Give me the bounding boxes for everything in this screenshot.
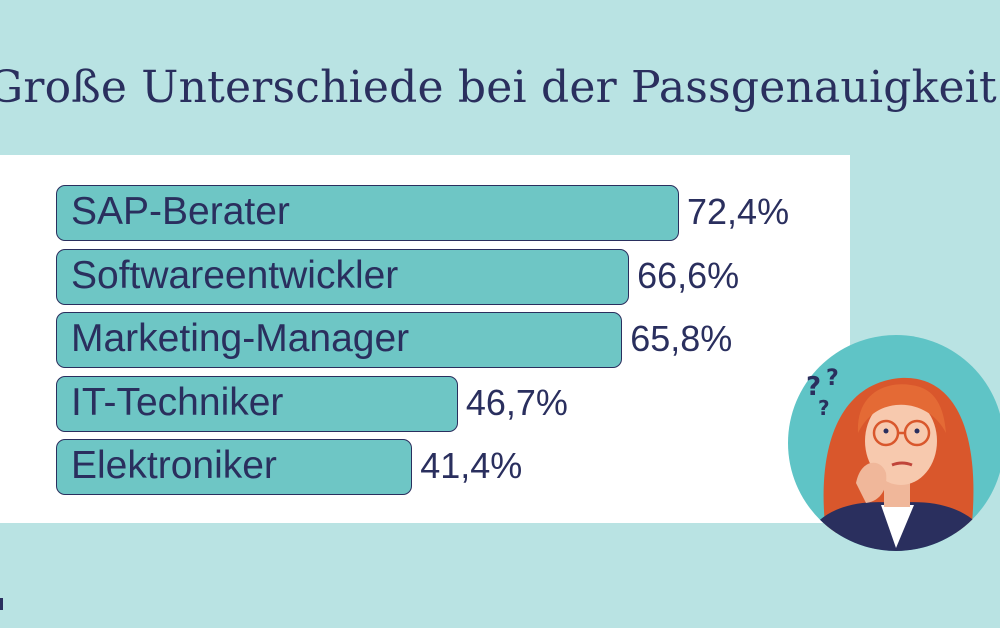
corner-mark: [0, 598, 3, 610]
bar-label: SAP-Berater: [71, 190, 290, 233]
bar-value-label: 46,7%: [465, 381, 568, 423]
bar-label: IT-Techniker: [71, 380, 284, 424]
svg-text:?: ?: [818, 396, 830, 420]
bar-value-label: 65,8%: [630, 318, 733, 359]
bar-label: Softwareentwickler: [71, 253, 399, 297]
bar: Elektroniker: [56, 439, 413, 495]
chart-title: Große Unterschiede bei der Passgenauigke…: [0, 62, 997, 113]
bar-label: Elektroniker: [71, 444, 277, 487]
bar: IT-Techniker: [56, 375, 458, 432]
bar-value-label: 41,4%: [420, 445, 523, 486]
bar: SAP-Berater: [56, 185, 679, 241]
chart-panel: SAP-Berater 72,4% Softwareentwickler 66,6% M…: [0, 155, 850, 523]
thinking-woman-illustration: ? ? ?: [788, 335, 1000, 551]
bar-label: Marketing-Manager: [71, 317, 410, 360]
bar: Softwareentwickler: [56, 248, 630, 305]
svg-text:?: ?: [826, 366, 839, 391]
bar-value-label: 72,4%: [687, 191, 790, 232]
bar: Marketing-Manager: [56, 312, 623, 368]
question-mark-icon: ?: [806, 372, 821, 402]
bar-value-label: 66,6%: [637, 254, 740, 296]
